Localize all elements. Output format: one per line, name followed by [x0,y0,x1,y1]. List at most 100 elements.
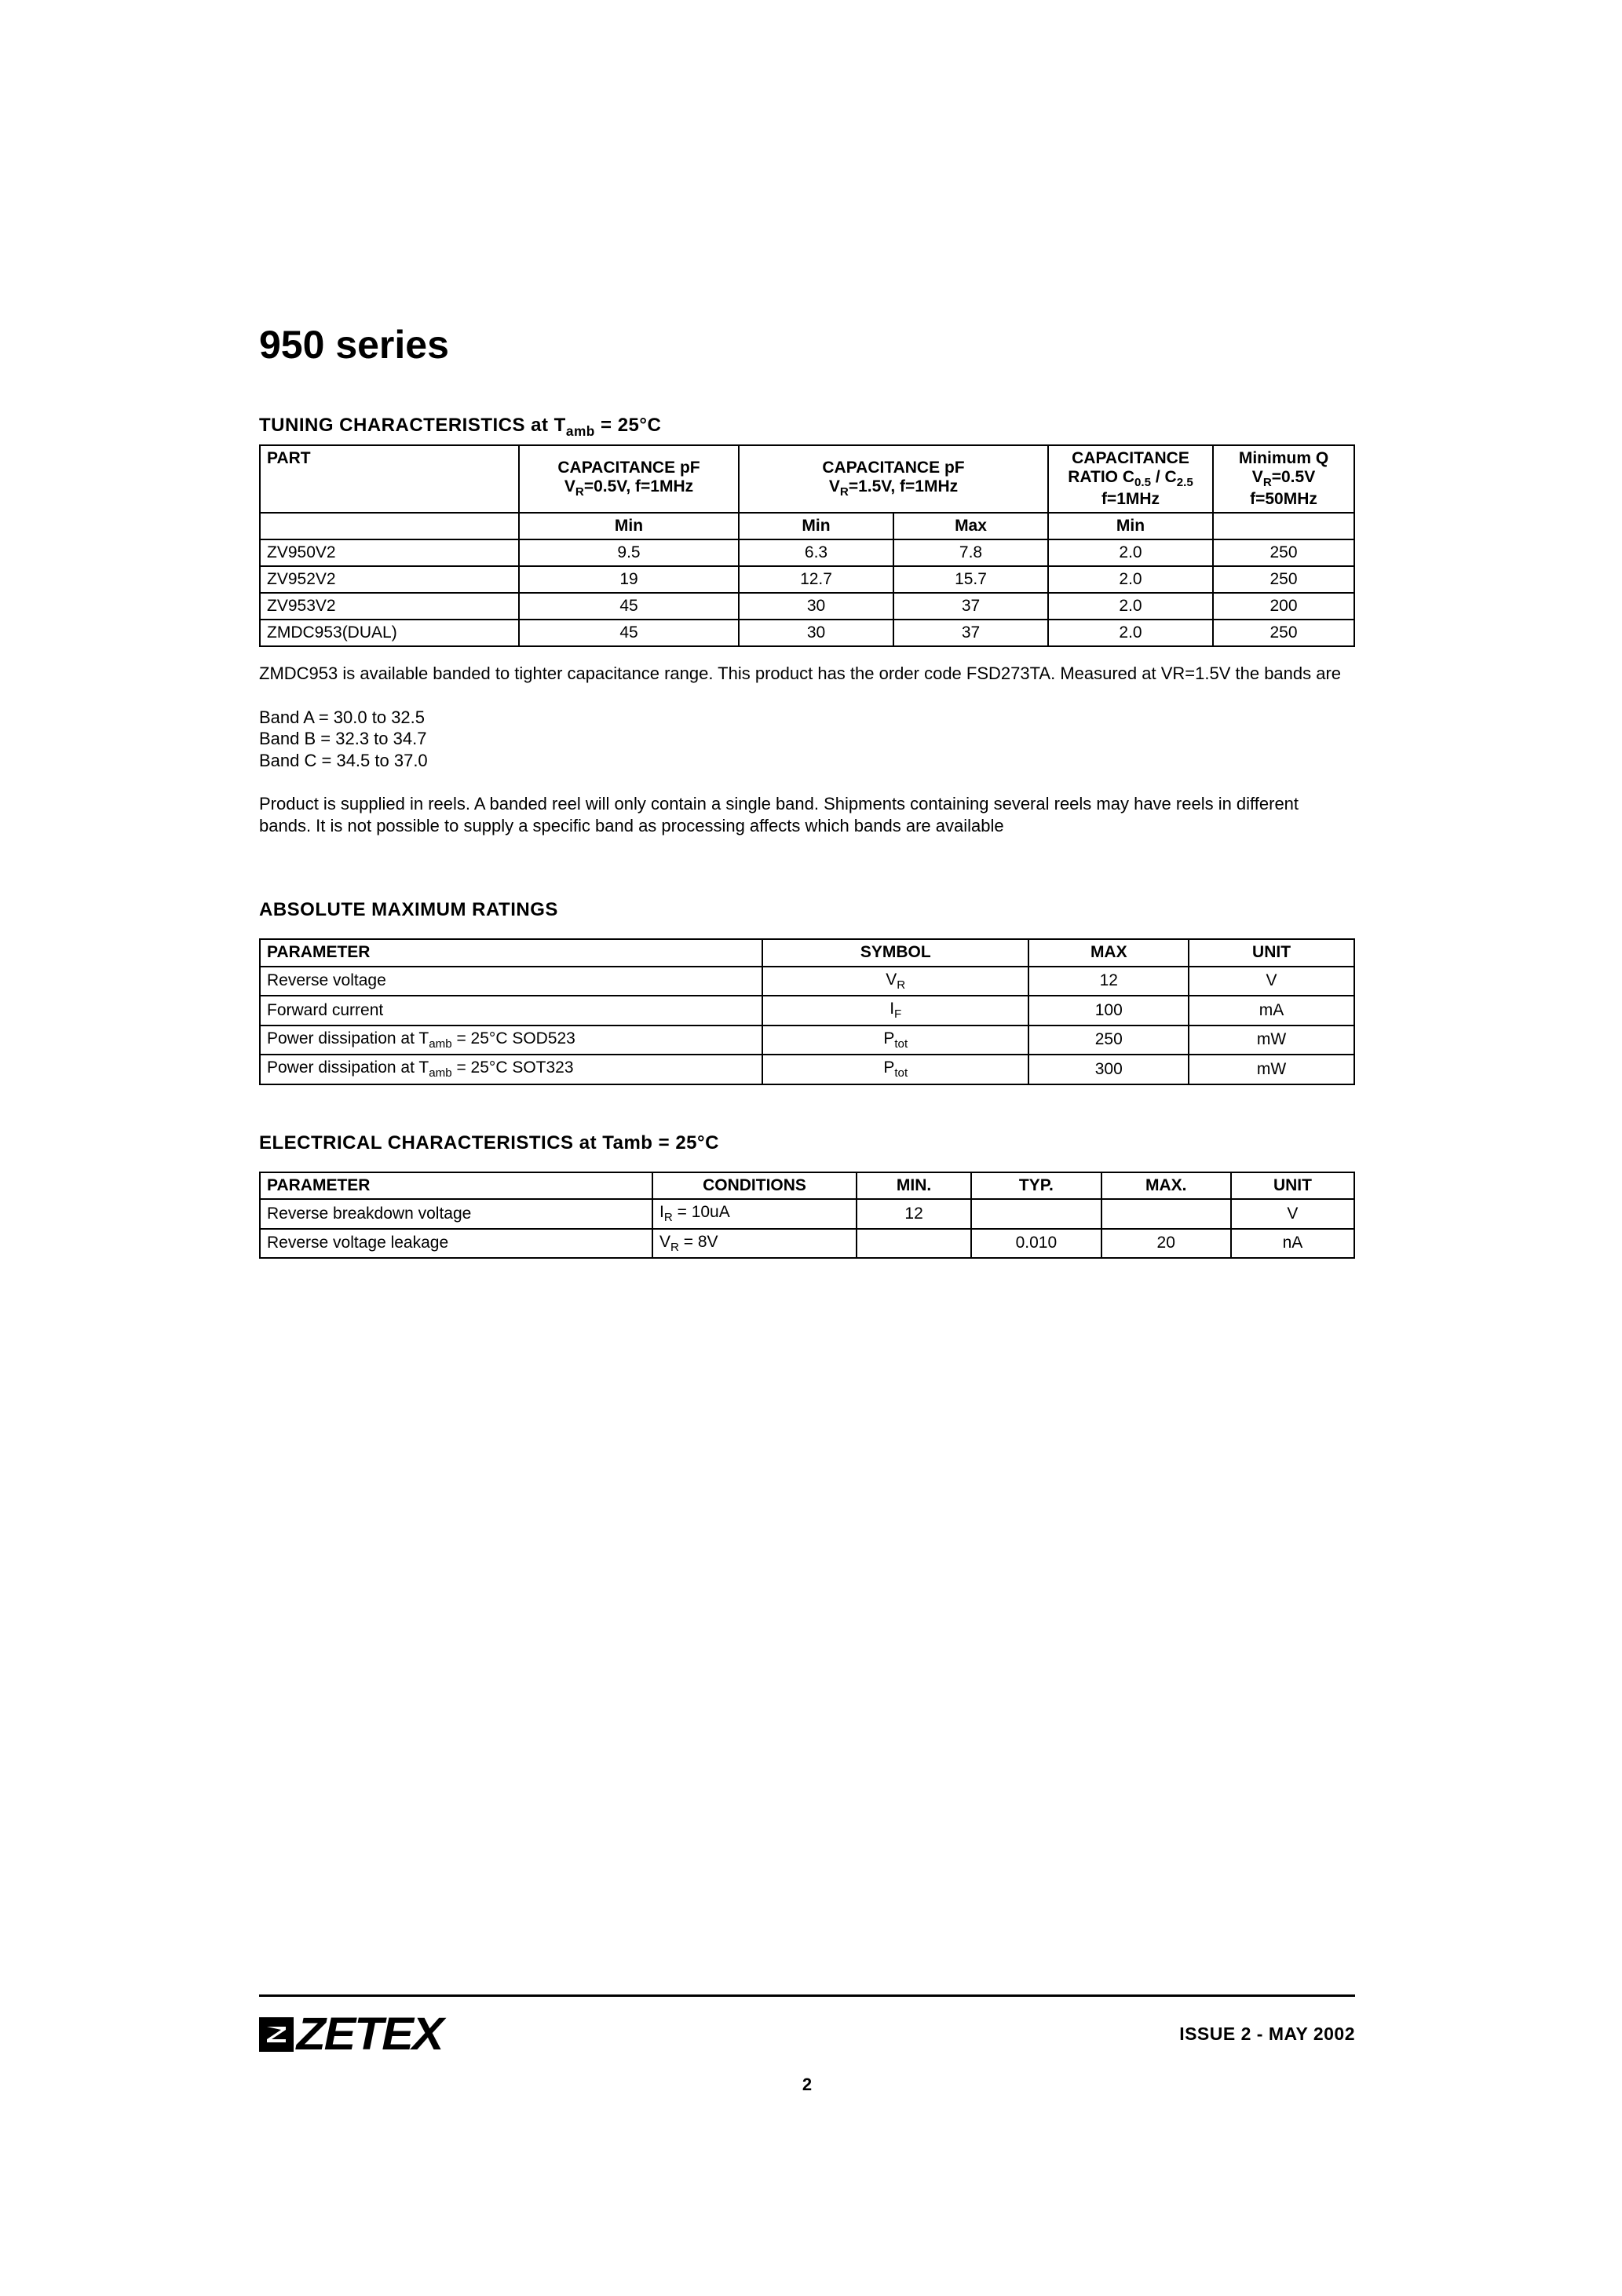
footer-rule [259,1994,1355,1997]
sub-min: Min [739,513,893,539]
table-header-row: PARAMETER SYMBOL MAX UNIT [260,939,1354,966]
cell: ZV950V2 [260,539,519,566]
col-max: MAX [1028,939,1189,966]
table-row: Reverse voltage leakage VR = 8V 0.010 20… [260,1229,1354,1259]
cell: mA [1189,996,1354,1026]
col-typ: TYP. [971,1172,1101,1199]
cell: ZV953V2 [260,593,519,620]
tuning-heading-sub: amb [566,423,595,439]
cell: 19 [519,566,739,593]
table-header-row: PARAMETER CONDITIONS MIN. TYP. MAX. UNIT [260,1172,1354,1199]
cell: ZMDC953(DUAL) [260,620,519,646]
col-cond: CONDITIONS [652,1172,857,1199]
cell: 2.0 [1048,593,1213,620]
col-min: MIN. [857,1172,971,1199]
ratio-l1: CAPACITANCE [1055,449,1206,468]
table-row: ZMDC953(DUAL) 45 30 37 2.0 250 [260,620,1354,646]
band-list: Band A = 30.0 to 32.5 Band B = 32.3 to 3… [259,707,1355,772]
ratio-l2-s2: 2.5 [1177,476,1193,489]
table-row: ZV952V2 19 12.7 15.7 2.0 250 [260,566,1354,593]
cell: 15.7 [893,566,1048,593]
cell [971,1199,1101,1229]
table-row: ZV950V2 9.5 6.3 7.8 2.0 250 [260,539,1354,566]
cell: Power dissipation at Tamb = 25°C SOD523 [260,1026,762,1055]
ec-table: PARAMETER CONDITIONS MIN. TYP. MAX. UNIT… [259,1172,1355,1259]
cell [857,1229,971,1259]
q-l2-pre: V [1252,468,1263,486]
table-row: ZV953V2 45 30 37 2.0 200 [260,593,1354,620]
col-part: PART [260,445,519,513]
cell: ZV952V2 [260,566,519,593]
page-number: 2 [802,2075,812,2095]
cell: V [1231,1199,1354,1229]
col-symbol: SYMBOL [762,939,1028,966]
cap1-label: CAPACITANCE pF [526,459,732,477]
cell: mW [1189,1026,1354,1055]
cell: IF [762,996,1028,1026]
band-c: Band C = 34.5 to 37.0 [259,750,1355,772]
cell: VR [762,967,1028,996]
cell: 37 [893,620,1048,646]
cell: 100 [1028,996,1189,1026]
cell: 300 [1028,1055,1189,1084]
band-a: Band A = 30.0 to 32.5 [259,707,1355,729]
col-unit: UNIT [1231,1172,1354,1199]
cell: 7.8 [893,539,1048,566]
sub-min: Min [1048,513,1213,539]
cell: mW [1189,1055,1354,1084]
cell: nA [1231,1229,1354,1259]
cell: V [1189,967,1354,996]
table-row: Forward current IF 100 mA [260,996,1354,1026]
cap1-cond-pre: V [564,477,575,495]
col-cap2: CAPACITANCE pF VR=1.5V, f=1MHz [739,445,1048,513]
col-ratio: CAPACITANCE RATIO C0.5 / C2.5 f=1MHz [1048,445,1213,513]
sub-max: Max [893,513,1048,539]
table-row: Power dissipation at Tamb = 25°C SOT323 … [260,1055,1354,1084]
col-cap1: CAPACITANCE pF VR=0.5V, f=1MHz [519,445,739,513]
zetex-logo-icon [259,2017,294,2052]
cell: 45 [519,620,739,646]
cell: Power dissipation at Tamb = 25°C SOT323 [260,1055,762,1084]
band-b: Band B = 32.3 to 34.7 [259,728,1355,750]
cap2-cond-post: =1.5V, f=1MHz [849,477,958,495]
col-max: MAX. [1101,1172,1231,1199]
cap2-label: CAPACITANCE pF [746,459,1041,477]
cell: 250 [1213,566,1354,593]
cell: Ptot [762,1026,1028,1055]
cell: 200 [1213,593,1354,620]
ratio-l2-s1: 0.5 [1134,476,1151,489]
cap2-cond-sub: R [840,485,849,499]
q-l1: Minimum Q [1220,449,1347,468]
ratio-l3: f=1MHz [1055,490,1206,509]
page-title: 950 series [259,322,1355,367]
table-row: Reverse breakdown voltage IR = 10uA 12 V [260,1199,1354,1229]
q-l2-sub: R [1263,476,1272,489]
cell: 12 [1028,967,1189,996]
cell: 2.0 [1048,620,1213,646]
cell: 250 [1028,1026,1189,1055]
amr-heading: ABSOLUTE MAXIMUM RATINGS [259,899,1355,921]
cell: VR = 8V [652,1229,857,1259]
q-l2-post: =0.5V [1272,468,1315,486]
zetex-logo-text: ZETEX [297,2008,443,2060]
table-subheader-row: Min Min Max Min [260,513,1354,539]
issue-label: ISSUE 2 - MAY 2002 [1179,2024,1355,2045]
cell: 45 [519,593,739,620]
note-paragraph: ZMDC953 is available banded to tighter c… [259,663,1355,685]
cell: 9.5 [519,539,739,566]
tuning-table: PART CAPACITANCE pF VR=0.5V, f=1MHz CAPA… [259,444,1355,648]
cap2-cond-pre: V [829,477,840,495]
cell: Reverse breakdown voltage [260,1199,652,1229]
cap1-cond-sub: R [575,485,584,499]
cell: Reverse voltage [260,967,762,996]
col-q: Minimum Q VR=0.5V f=50MHz [1213,445,1354,513]
cell: 0.010 [971,1229,1101,1259]
cell: Reverse voltage leakage [260,1229,652,1259]
col-param: PARAMETER [260,939,762,966]
col-unit: UNIT [1189,939,1354,966]
ratio-l2-mid: / C [1151,468,1177,486]
blank-cell [260,513,519,539]
table-row: Power dissipation at Tamb = 25°C SOD523 … [260,1026,1354,1055]
blank-cell [1213,513,1354,539]
cell [1101,1199,1231,1229]
